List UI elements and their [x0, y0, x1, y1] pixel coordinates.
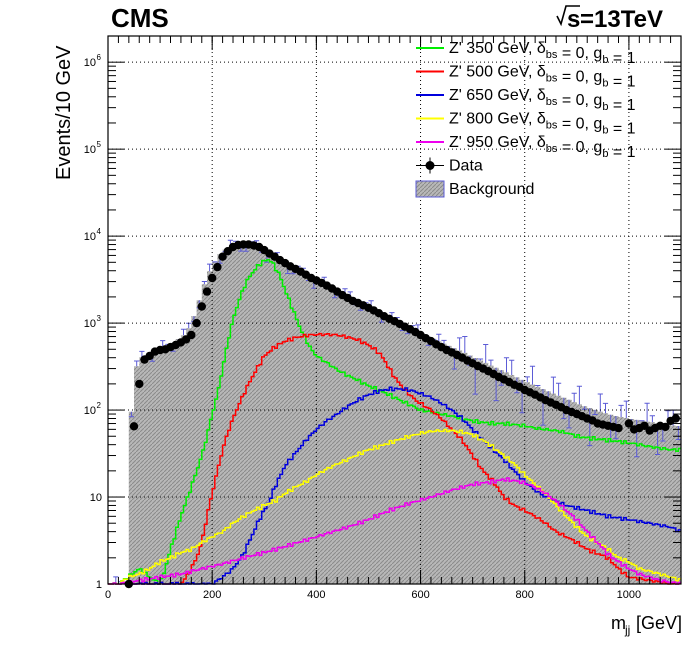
y-tick-exponent: 3	[97, 314, 102, 323]
data-point	[187, 330, 196, 340]
legend: Z' 350 GeV, δbs = 0, gb = 1Z' 500 GeV, δ…	[415, 40, 636, 198]
legend-background-swatch	[415, 180, 445, 198]
energy-label: s =13TeV	[556, 5, 663, 33]
plot-frame	[107, 35, 682, 585]
y-tick-label: 10	[84, 57, 96, 69]
y-tick-label: 10	[90, 492, 102, 504]
data-point	[129, 422, 139, 431]
svg-text:m: m	[611, 613, 626, 633]
y-tick-exponent: 6	[97, 53, 102, 62]
legend-entry-5: Z' 950 GeV, δbs = 0, gb = 1	[449, 134, 636, 161]
signal-curve-4	[108, 428, 681, 585]
data-point	[192, 318, 201, 328]
signal-curve-1	[108, 258, 681, 585]
x-tick-label: 1000	[617, 589, 641, 601]
data-point	[624, 419, 634, 428]
legend-entry-background: Background	[449, 181, 534, 198]
y-tick-label: 10	[84, 318, 96, 330]
y-tick-label: 1	[96, 579, 102, 591]
legend-entry-4: Z' 800 GeV, δbs = 0, gb = 1	[449, 111, 636, 138]
legend-entry-data: Data	[449, 158, 483, 175]
svg-text:[GeV]: [GeV]	[636, 613, 682, 633]
energy-value: =13TeV	[580, 6, 663, 33]
data-point	[202, 287, 212, 296]
y-tick-label: 10	[84, 144, 96, 156]
svg-text:s: s	[567, 6, 580, 33]
signal-curve-2	[108, 332, 681, 585]
data-point	[213, 262, 222, 272]
data-point	[135, 379, 144, 389]
signal-curve-5	[108, 477, 681, 585]
svg-text:jj: jj	[624, 623, 630, 637]
x-tick-label: 0	[105, 589, 111, 601]
data-point	[614, 423, 623, 433]
x-tick-label: 600	[411, 589, 429, 601]
legend-data-marker	[425, 161, 435, 170]
y-tick-label: 10	[84, 405, 96, 417]
data-point	[218, 252, 227, 261]
experiment-label: CMS	[111, 3, 169, 33]
x-tick-label: 800	[516, 589, 534, 601]
data-point	[197, 302, 206, 311]
y-axis-label: Events/10 GeV	[53, 45, 75, 180]
y-tick-label: 10	[84, 231, 96, 243]
legend-entry-3: Z' 650 GeV, δbs = 0, gb = 1	[449, 87, 636, 114]
legend-entry-1: Z' 350 GeV, δbs = 0, gb = 1	[449, 40, 636, 67]
x-tick-label: 200	[203, 589, 221, 601]
y-tick-exponent: 4	[97, 227, 102, 236]
background-histogram	[108, 244, 681, 584]
x-tick-label: 400	[307, 589, 325, 601]
x-axis-label: m jj [GeV]	[611, 613, 682, 637]
y-tick-exponent: 2	[97, 401, 102, 410]
data-point	[661, 422, 670, 432]
legend-entry-2: Z' 500 GeV, δbs = 0, gb = 1	[449, 64, 636, 91]
data-point	[208, 273, 217, 283]
y-tick-exponent: 5	[97, 140, 102, 149]
